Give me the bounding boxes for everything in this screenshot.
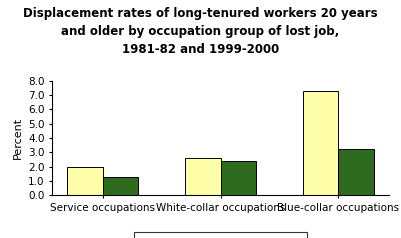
Bar (338, 149, 374, 195)
Bar (67, 167, 103, 195)
Legend: 1981-82, 1999-2000: 1981-82, 1999-2000 (134, 232, 307, 238)
Bar (221, 161, 256, 195)
Bar (185, 158, 221, 195)
Bar (303, 91, 338, 195)
Y-axis label: Percent: Percent (12, 117, 22, 159)
Bar (103, 177, 138, 195)
Text: Displacement rates of long-tenured workers 20 years
and older by occupation grou: Displacement rates of long-tenured worke… (23, 7, 378, 56)
